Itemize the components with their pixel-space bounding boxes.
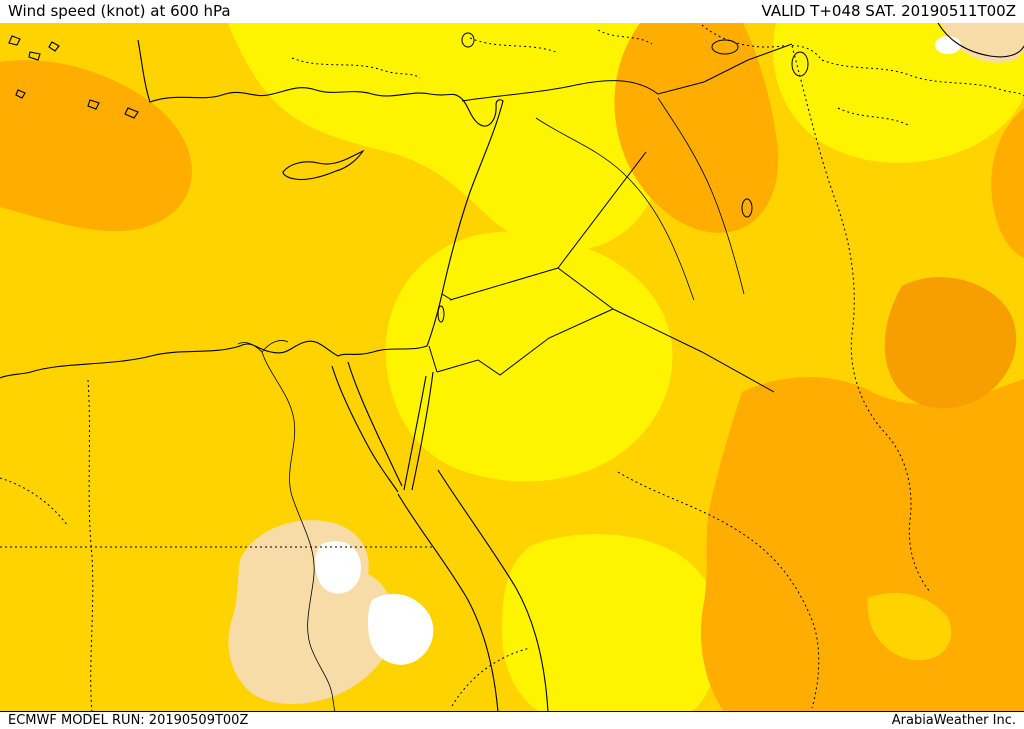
wind-speed-map: [0, 23, 1024, 711]
euphrates-river: [535, 117, 695, 301]
tigris-river: [657, 97, 745, 295]
map-footer: ECMWF MODEL RUN: 20190509T00Z ArabiaWeat…: [0, 711, 1024, 729]
lakes: [437, 32, 809, 323]
aegean-island: [124, 107, 139, 119]
contour-fill-bands: [0, 23, 1024, 711]
aegean-island: [48, 41, 60, 52]
solid-borders: [428, 43, 793, 393]
aegean-island: [87, 99, 100, 110]
border-egypt-israel: [428, 345, 438, 373]
border-jordan-saudi: [436, 308, 614, 376]
caspian-coastline: [937, 23, 1024, 58]
aegean-island: [28, 51, 41, 61]
model-run-label: ECMWF MODEL RUN: 20190509T00Z: [8, 712, 249, 728]
rivers: [237, 97, 745, 711]
band-orange-northcenter: [614, 23, 779, 233]
map-title: Wind speed (knot) at 600 hPa: [8, 2, 231, 20]
band-yellow-central: [385, 231, 673, 482]
credit-label: ArabiaWeather Inc.: [891, 712, 1016, 728]
border-jordan-iraq: [557, 267, 614, 310]
band-white-southwest-1: [315, 541, 362, 594]
band-white-southwest-2: [368, 593, 434, 665]
mediterranean-coastline: [0, 39, 504, 379]
nile-river: [261, 351, 336, 711]
border-turkey-south: [461, 43, 793, 102]
dead-sea: [437, 305, 445, 323]
gulf-of-suez-east-shore: [347, 361, 403, 487]
valid-time-label: VALID T+048 SAT. 20190511T00Z: [761, 2, 1016, 20]
lake-van: [711, 39, 739, 55]
band-orange-southeast: [700, 377, 1024, 711]
border-syria-iraq: [557, 151, 647, 269]
coastlines: [0, 23, 1024, 711]
border-israel-north: [441, 293, 453, 301]
gulf-of-aqaba-east-shore: [411, 371, 434, 491]
cyprus-island: [282, 149, 365, 181]
gulf-of-suez-west-shore: [331, 365, 399, 493]
map-header: Wind speed (knot) at 600 hPa VALID T+048…: [0, 0, 1024, 23]
band-orange-east-edge: [991, 108, 1024, 258]
lake-urmia: [791, 51, 809, 77]
dotted-borders: [0, 24, 1024, 711]
border-iraq-saudi: [612, 308, 775, 393]
band-gold-inner-southeast: [867, 592, 952, 661]
band-yellow-south: [501, 533, 721, 711]
band-white-northeast-corner: [935, 36, 961, 54]
band-deep-orange-east: [884, 277, 1017, 409]
band-yellow-north: [228, 23, 665, 251]
band-yellow-northeast: [773, 23, 1024, 163]
red-sea-west-shore: [397, 493, 499, 711]
gulf-of-aqaba-west-shore: [403, 375, 427, 491]
band-peach-northeast-corner: [942, 23, 1024, 63]
aegean-island: [15, 89, 26, 99]
aegean-island: [8, 35, 21, 46]
lake-tharthar: [741, 198, 753, 218]
border-syria-jordan: [449, 267, 559, 301]
band-orange-northwest: [0, 60, 192, 232]
red-sea-east-shore: [437, 469, 549, 711]
nile-delta-branch-west: [237, 342, 263, 353]
lake-tuz: [461, 32, 475, 48]
